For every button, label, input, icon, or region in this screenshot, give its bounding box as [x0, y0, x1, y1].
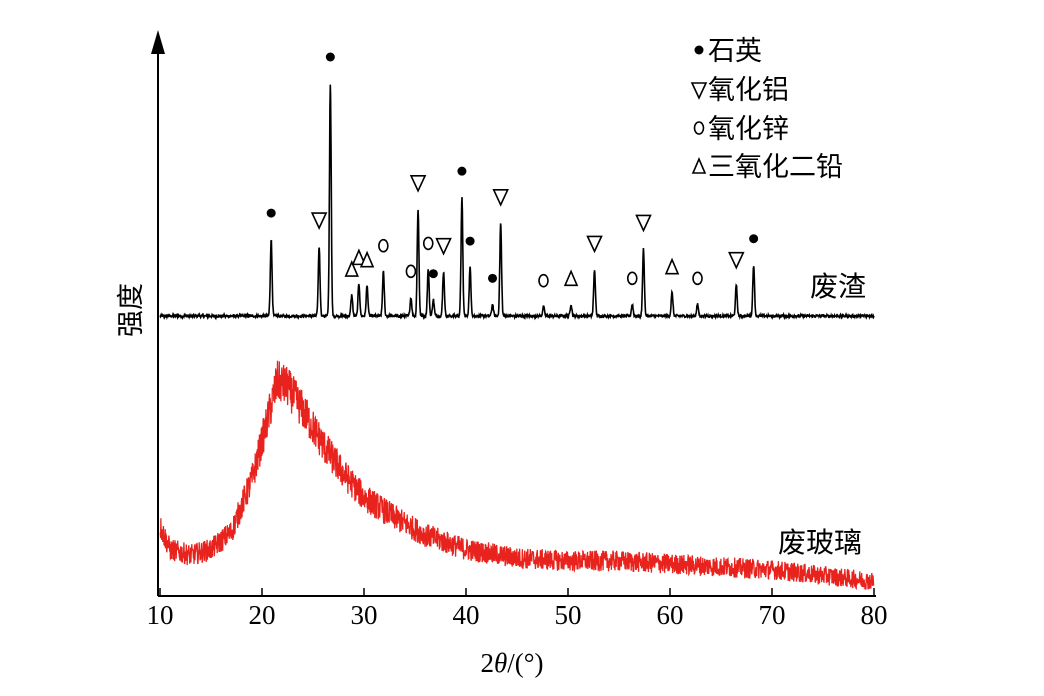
series-label-waste-glass: 废玻璃: [778, 526, 862, 559]
x-tick-label-40: 40: [453, 600, 480, 630]
peak-marker-dot-icon-12: [457, 166, 467, 176]
y-axis-arrow: [151, 30, 165, 54]
legend-dot-icon: [694, 45, 704, 55]
peak-marker-triangle-up-icon-5: [359, 250, 375, 268]
x-axis-title: 2θ/(°): [480, 648, 543, 678]
peak-marker-triangle-up-icon-21: [664, 257, 680, 275]
x-tick-label-20: 20: [249, 600, 276, 630]
legend: 石英 氧化铝 氧化锌 三氧化二铅: [690, 36, 843, 183]
peak-markers: [266, 52, 759, 288]
peak-marker-dot-icon-10: [428, 269, 438, 279]
series-label-waste-slag: 废渣: [810, 270, 866, 303]
peak-marker-triangle-down-icon-20: [635, 214, 652, 233]
legend-item-lead-oxide: 三氧化二铅: [691, 152, 843, 183]
legend-symbol-circle-icon: [693, 121, 705, 135]
legend-symbol-triangle-up-icon: [691, 156, 707, 174]
legend-item-zinc-oxide: 氧化锌: [693, 114, 789, 145]
series-line-waste-slag: [159, 84, 875, 321]
peak-marker-triangle-down-icon-11: [435, 237, 452, 256]
legend-label-alumina: 氧化铝: [708, 75, 789, 106]
x-axis-title-part-1: 2: [480, 648, 494, 678]
peak-marker-circle-icon-22: [692, 271, 703, 286]
x-axis-title-part-3: /(°): [507, 648, 543, 678]
peak-marker-circle-icon-16: [538, 273, 549, 288]
x-tick-label-30: 30: [351, 600, 378, 630]
peak-marker-triangle-down-icon-8: [409, 175, 427, 193]
legend-label-quartz: 石英: [708, 36, 762, 67]
x-tick-label-50: 50: [555, 600, 582, 630]
legend-item-quartz: 石英: [694, 36, 762, 67]
legend-symbol-dot-icon: [694, 45, 704, 55]
axes: [151, 30, 876, 597]
legend-symbol-triangle-down-icon: [690, 82, 708, 100]
peak-marker-triangle-up-icon-4: [351, 248, 367, 266]
peak-marker-triangle-down-icon-18: [586, 235, 603, 254]
peak-marker-circle-icon-9: [422, 236, 434, 251]
legend-triangle-down-icon: [690, 82, 708, 100]
x-tick-label-80: 80: [861, 600, 888, 630]
peak-marker-triangle-down-icon-23: [728, 251, 745, 270]
peak-marker-triangle-up-icon-3: [344, 259, 359, 277]
peak-marker-dot-icon-13: [465, 236, 475, 246]
x-tick-label-10: 10: [147, 600, 174, 630]
peak-marker-triangle-down-icon-15: [492, 189, 509, 207]
peak-marker-circle-icon-7: [405, 264, 417, 279]
peak-marker-circle-icon-19: [626, 271, 638, 286]
x-ticks: 10 20 30 40 50 60 70 80: [147, 588, 888, 630]
peak-marker-dot-icon-14: [488, 273, 498, 283]
series-line-waste-glass: [159, 360, 875, 591]
peak-marker-triangle-down-icon-1: [310, 212, 328, 230]
x-axis-title-part-2: θ: [494, 648, 507, 678]
peak-marker-dot-icon-24: [749, 234, 759, 244]
x-tick-label-70: 70: [759, 600, 786, 630]
legend-circle-icon: [693, 121, 705, 135]
legend-triangle-up-icon: [691, 156, 707, 174]
peak-marker-circle-icon-6: [378, 238, 389, 253]
x-tick-label-60: 60: [657, 600, 684, 630]
legend-label-zinc-oxide: 氧化锌: [708, 114, 789, 145]
peak-marker-triangle-up-icon-17: [563, 269, 579, 287]
legend-item-alumina: 氧化铝: [690, 75, 789, 106]
y-axis-title: 强度: [116, 283, 147, 337]
peak-marker-dot-icon-0: [266, 208, 276, 218]
peak-marker-dot-icon-2: [325, 52, 335, 62]
legend-label-lead-oxide: 三氧化二铅: [708, 152, 843, 183]
